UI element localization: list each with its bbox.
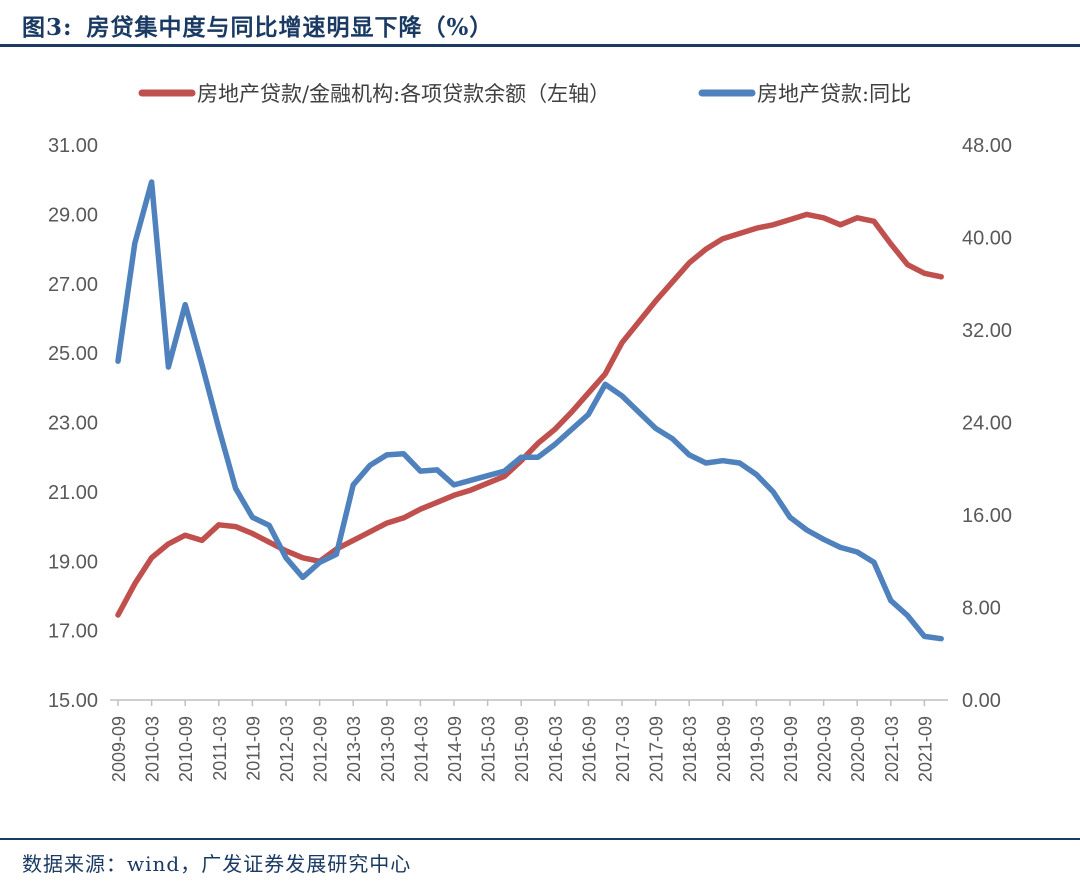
x-axis-tick-label: 2015-09 — [512, 716, 532, 782]
y-axis-left-tick-label: 25.00 — [48, 343, 98, 365]
y-axis-left-tick-label: 19.00 — [48, 551, 98, 573]
x-axis-tick-label: 2020-03 — [815, 716, 835, 782]
y-axis-right-tick-label: 16.00 — [962, 505, 1012, 527]
chart-svg: 房地产贷款/金融机构:各项贷款余额（左轴） 房地产贷款:同比 15.00 17.00 1… — [48, 82, 1012, 782]
y-axis-right-tick-label: 48.00 — [962, 135, 1012, 157]
y-axis-left-tick-label: 29.00 — [48, 204, 98, 226]
x-axis-tick-label: 2009-09 — [109, 716, 129, 782]
series-line-yoy-growth — [115, 179, 944, 642]
x-axis-tick-label: 2010-09 — [176, 716, 196, 782]
y-axis-left-tick-label: 21.00 — [48, 482, 98, 504]
y-axis-left-tick-label: 15.00 — [48, 690, 98, 712]
x-axis-tick-label: 2018-09 — [714, 716, 734, 782]
y-axis-right-tick-label: 40.00 — [962, 228, 1012, 250]
x-axis-tick-label: 2011-09 — [243, 716, 263, 781]
figure-title: 房贷集中度与同比增速明显下降（%） — [86, 14, 494, 41]
x-axis-tick-label: 2021-09 — [915, 716, 935, 782]
figure-number: 图3: — [22, 14, 73, 41]
x-axis-tick-label: 2017-03 — [613, 716, 633, 782]
x-axis-tick-label: 2016-03 — [546, 716, 566, 782]
legend-item: 房地产贷款:同比 — [698, 82, 911, 106]
x-axis-tick-label: 2011-03 — [210, 716, 230, 781]
x-axis-tick-label: 2021-03 — [882, 716, 902, 782]
legend-label: 房地产贷款/金融机构:各项贷款余额（左轴） — [197, 82, 610, 106]
chart-area: 房地产贷款/金融机构:各项贷款余额（左轴） 房地产贷款:同比 15.00 17.00 1… — [0, 48, 1080, 834]
x-axis-tick-label: 2017-09 — [647, 716, 667, 782]
y-axis-left-tick-label: 23.00 — [48, 413, 98, 435]
source-note: 数据来源：wind，广发证券发展研究中心 — [22, 852, 412, 876]
x-axis-tick-label: 2019-03 — [747, 716, 767, 782]
y-axis-right-tick-label: 8.00 — [962, 598, 1001, 620]
page-title: 图3: 房贷集中度与同比增速明显下降（%） — [22, 8, 493, 42]
series-line-loan-share — [115, 211, 944, 618]
x-axis-tick-label: 2016-09 — [579, 716, 599, 782]
x-axis-tick-label: 2012-03 — [277, 716, 297, 782]
x-axis-tick-label: 2019-09 — [781, 716, 801, 782]
legend-item: 房地产贷款/金融机构:各项贷款余额（左轴） — [138, 82, 610, 106]
y-axis-right-tick-label: 0.00 — [962, 690, 1001, 712]
title-rule — [0, 44, 1080, 47]
x-axis-tick-label: 2012-09 — [311, 716, 331, 782]
x-axis-tick-label: 2010-03 — [143, 716, 163, 782]
footer-rule — [0, 838, 1080, 840]
x-axis-tick-label: 2014-03 — [411, 716, 431, 782]
y-axis-left-tick-label: 31.00 — [48, 135, 98, 157]
x-axis-tick-label: 2014-09 — [445, 716, 465, 782]
x-axis-tick-label: 2013-03 — [344, 716, 364, 782]
x-axis-tick-label: 2015-03 — [479, 716, 499, 782]
x-axis-tick-label: 2018-03 — [680, 716, 700, 782]
y-axis-right-tick-label: 32.00 — [962, 320, 1012, 342]
x-axis-tick-label: 2013-09 — [378, 716, 398, 782]
y-axis-left-tick-label: 27.00 — [48, 274, 98, 296]
legend-label: 房地产贷款:同比 — [757, 82, 911, 106]
y-axis-right-tick-label: 24.00 — [962, 413, 1012, 435]
y-axis-left-tick-label: 17.00 — [48, 621, 98, 643]
x-axis-tick-label: 2020-09 — [848, 716, 868, 782]
